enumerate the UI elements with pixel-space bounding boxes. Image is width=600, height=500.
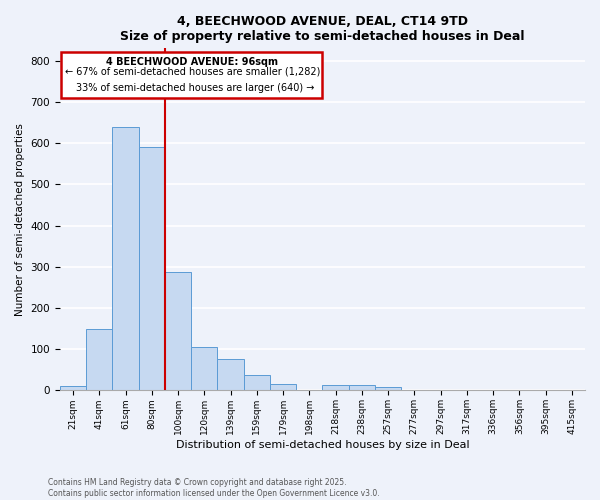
Y-axis label: Number of semi-detached properties: Number of semi-detached properties: [15, 123, 25, 316]
Bar: [60, 386, 86, 390]
X-axis label: Distribution of semi-detached houses by size in Deal: Distribution of semi-detached houses by …: [176, 440, 469, 450]
Bar: [86, 330, 112, 390]
Bar: [139, 148, 165, 390]
Bar: [322, 386, 349, 390]
Text: ← 67% of semi-detached houses are smaller (1,282): ← 67% of semi-detached houses are smalle…: [65, 66, 320, 76]
Bar: [112, 128, 139, 390]
Text: 4 BEECHWOOD AVENUE: 96sqm: 4 BEECHWOOD AVENUE: 96sqm: [106, 56, 278, 66]
Bar: [244, 375, 270, 390]
Title: 4, BEECHWOOD AVENUE, DEAL, CT14 9TD
Size of property relative to semi-detached h: 4, BEECHWOOD AVENUE, DEAL, CT14 9TD Size…: [120, 15, 525, 43]
Bar: [270, 384, 296, 390]
Bar: [375, 387, 401, 390]
Bar: [191, 347, 217, 391]
Text: 33% of semi-detached houses are larger (640) →: 33% of semi-detached houses are larger (…: [76, 82, 314, 92]
Text: Contains HM Land Registry data © Crown copyright and database right 2025.
Contai: Contains HM Land Registry data © Crown c…: [48, 478, 380, 498]
Bar: [349, 386, 375, 390]
Bar: [217, 359, 244, 390]
FancyBboxPatch shape: [61, 52, 322, 98]
Bar: [165, 272, 191, 390]
